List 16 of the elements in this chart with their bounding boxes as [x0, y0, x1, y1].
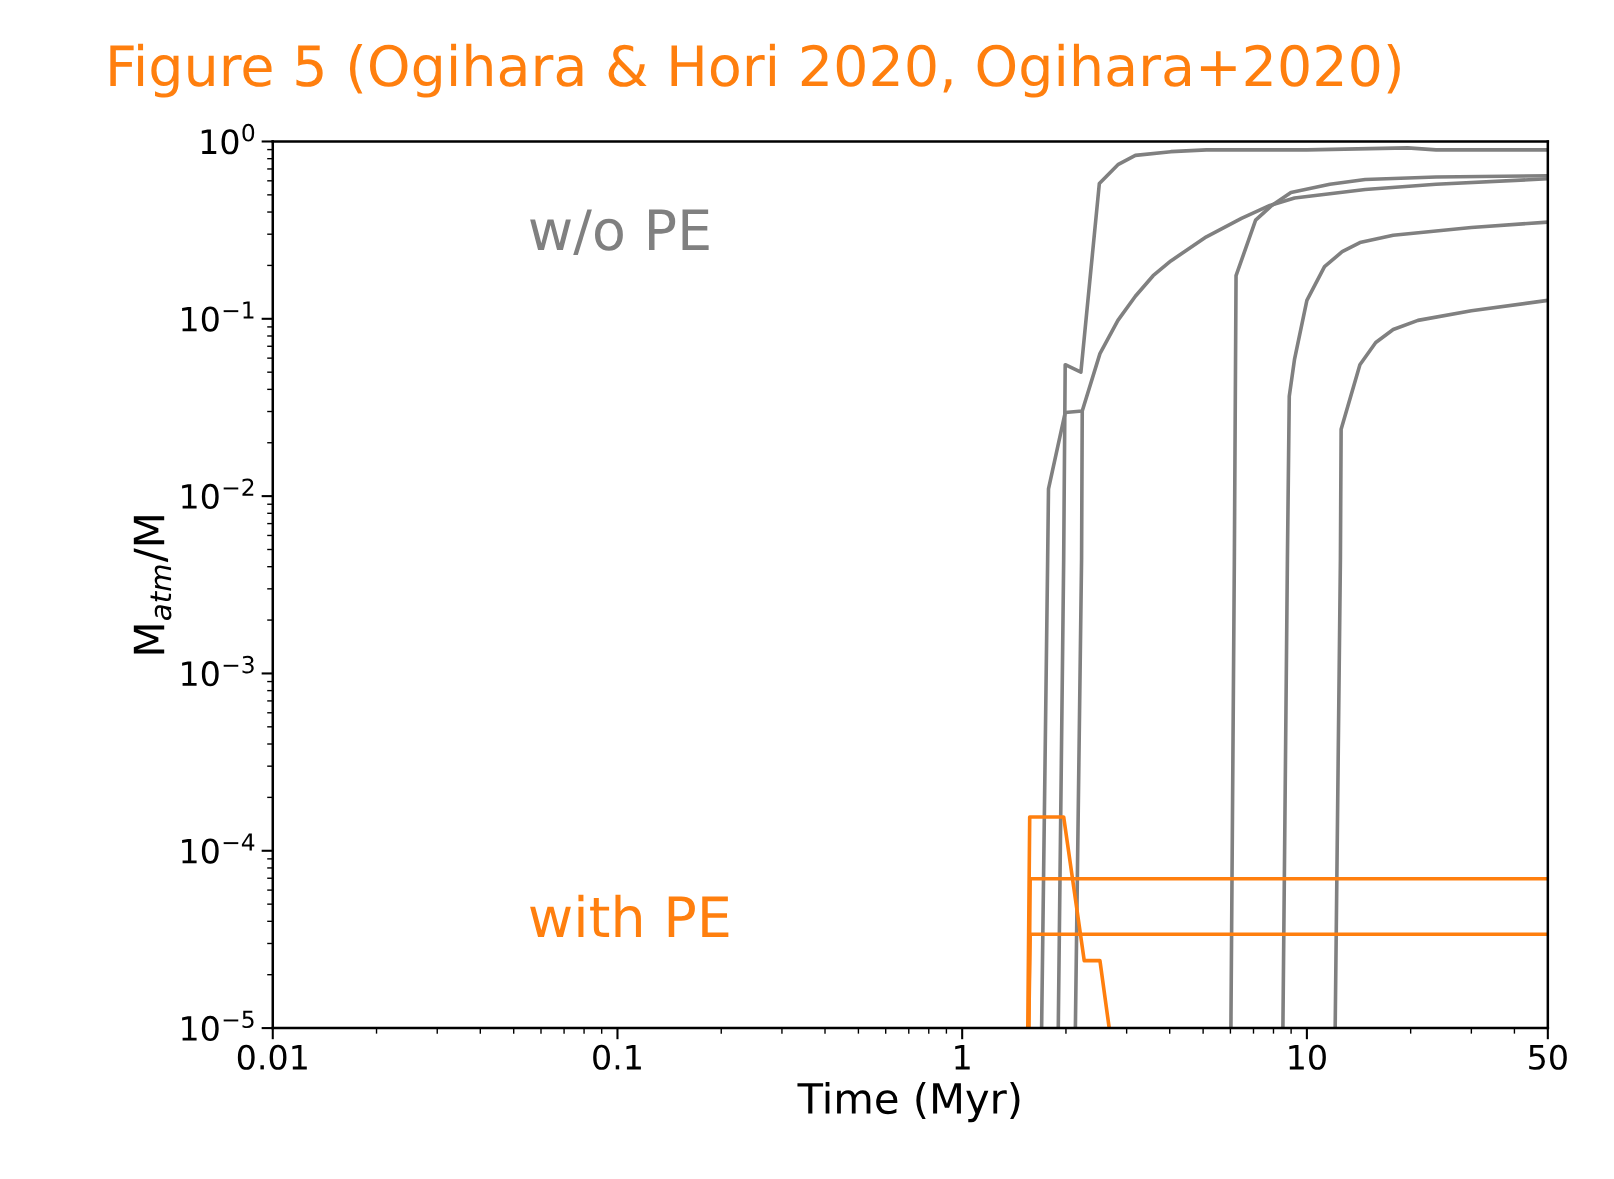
annotation: with PE — [530, 894, 729, 938]
y-tick-label: 10$^{−4}$ — [182, 833, 255, 864]
x-tick-label: 0.01 — [237, 1044, 307, 1070]
x-tick-label: 1 — [955, 1045, 970, 1070]
annotation: w/o PE — [530, 209, 709, 256]
y-tick-label: 10$^{0}$ — [201, 123, 255, 155]
y-tick-label: 10$^{−2}$ — [182, 478, 254, 510]
chart-title: Figure 5 (Ogihara & Hori 2020, Ogihara+2020) — [110, 43, 1400, 98]
y-tick-label: 10$^{−3}$ — [182, 655, 254, 687]
x-tick-label: 50 — [1529, 1044, 1567, 1070]
y-tick-label: 10$^{−1}$ — [182, 301, 254, 332]
y-tick-label: 10$^{−5}$ — [182, 1010, 254, 1041]
x-tick-label: 0.1 — [593, 1044, 641, 1070]
x-axis-title: Time (Myr) — [797, 1081, 1020, 1123]
x-tick-label: 10 — [1289, 1044, 1326, 1070]
y-axis-title: M$_{atm}$/M — [133, 516, 172, 654]
